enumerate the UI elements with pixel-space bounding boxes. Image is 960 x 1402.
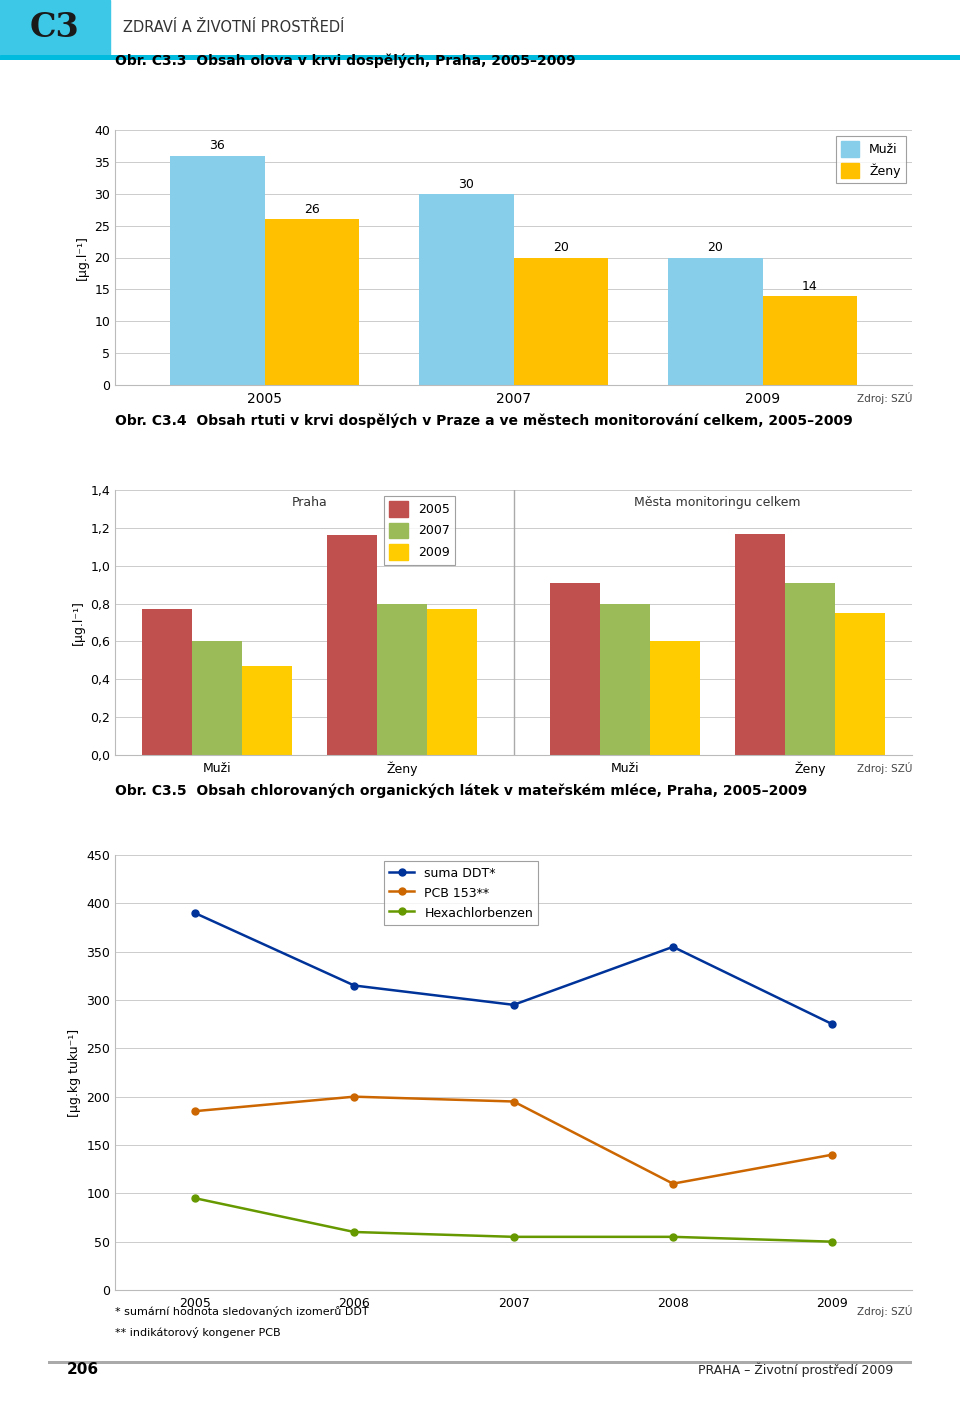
Hexachlorbenzen [189,1190,201,1207]
Line: Hexachlorbenzen: Hexachlorbenzen [191,1195,836,1245]
Bar [668,258,762,386]
Bar [170,156,265,386]
Line: suma DDT*: suma DDT* [191,910,836,1028]
Bar [427,610,477,756]
Text: Města monitoringu celkem: Města monitoringu celkem [635,496,801,509]
Text: Zdroj: SZÚ: Zdroj: SZÚ [856,1305,912,1318]
Y-axis label: [µg.l⁻¹]: [µg.l⁻¹] [76,236,89,280]
Text: * sumární hodnota sledovaných izomerů DDT: * sumární hodnota sledovaných izomerů DD… [115,1307,369,1318]
Text: 206: 206 [67,1361,99,1377]
Bar [265,219,359,386]
Text: 20: 20 [553,241,569,254]
PCB 153** [827,1147,838,1164]
Bar [550,583,600,756]
Bar [762,296,857,386]
Bar [377,604,427,756]
Y-axis label: [µg.kg tuku⁻¹]: [µg.kg tuku⁻¹] [68,1029,81,1116]
Text: 36: 36 [209,139,226,153]
Line: PCB 153**: PCB 153** [191,1094,836,1187]
Hexachlorbenzen [348,1224,360,1241]
PCB 153** [348,1088,360,1105]
Text: 20: 20 [708,241,723,254]
Text: Obr. C3.4  Obsah rtuti v krvi dospělých v Praze a ve městech monitorování celkem: Obr. C3.4 Obsah rtuti v krvi dospělých v… [115,414,852,428]
Legend: suma DDT*, PCB 153**, Hexachlorbenzen: suma DDT*, PCB 153**, Hexachlorbenzen [384,861,539,925]
PCB 153** [667,1175,679,1192]
suma DDT* [667,938,679,955]
Text: Obr. C3.5  Obsah chlorovaných organických látek v mateřském mléce, Praha, 2005–2: Obr. C3.5 Obsah chlorovaných organických… [115,784,807,798]
suma DDT* [348,977,360,994]
Hexachlorbenzen [667,1228,679,1245]
PCB 153** [189,1103,201,1120]
Text: ZDRAVÍ A ŽIVOTNÍ PROSTŘEDÍ: ZDRAVÍ A ŽIVOTNÍ PROSTŘEDÍ [123,20,345,35]
Bar [650,642,700,756]
Text: Praha: Praha [292,496,327,509]
Bar [514,258,609,386]
Text: 14: 14 [802,279,818,293]
Text: Zdroj: SZÚ: Zdroj: SZÚ [856,761,912,774]
Bar [242,666,292,756]
Text: 30: 30 [458,178,474,191]
Bar [735,534,785,756]
Bar [327,536,377,756]
Bar [600,604,650,756]
Text: C3: C3 [30,11,80,43]
Text: PRAHA – Životní prostředí 2009: PRAHA – Životní prostředí 2009 [698,1363,893,1377]
Bar [835,613,885,756]
Text: ** indikátorový kongener PCB: ** indikátorový kongener PCB [115,1328,281,1339]
Text: 26: 26 [304,203,320,216]
PCB 153** [508,1094,519,1110]
Legend: Muži, Ženy: Muži, Ženy [835,136,905,184]
Bar [142,610,192,756]
Hexachlorbenzen [508,1228,519,1245]
Y-axis label: [µg.l⁻¹]: [µg.l⁻¹] [72,600,84,645]
Bar [192,642,242,756]
Bar [0,0,110,55]
Text: Zdroj: SZÚ: Zdroj: SZÚ [856,391,912,404]
Text: Obr. C3.3  Obsah olova v krvi dospělých, Praha, 2005–2009: Obr. C3.3 Obsah olova v krvi dospělých, … [115,53,576,67]
suma DDT* [189,904,201,921]
Legend: 2005, 2007, 2009: 2005, 2007, 2009 [384,496,455,565]
suma DDT* [508,997,519,1014]
Hexachlorbenzen [827,1234,838,1251]
Bar [785,583,835,756]
Bar [419,193,514,386]
suma DDT* [827,1016,838,1033]
